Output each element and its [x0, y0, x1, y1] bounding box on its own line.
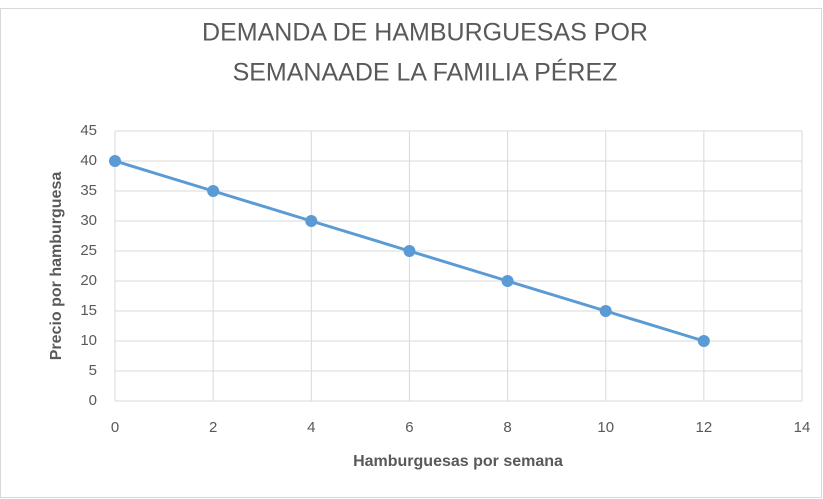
data-point — [501, 275, 514, 287]
data-point — [109, 155, 121, 167]
x-tick-label: 0 — [111, 419, 119, 436]
chart-title: SEMANAADE LA FAMILIA PÉREZ — [233, 58, 618, 87]
y-tick-label: 45 — [80, 122, 97, 139]
y-tick-label: 35 — [80, 182, 97, 199]
x-tick-label: 14 — [794, 419, 811, 436]
data-point — [599, 305, 612, 317]
x-tick-label: 8 — [503, 419, 511, 436]
data-point — [403, 245, 416, 257]
x-tick-label: 4 — [307, 419, 315, 436]
x-tick-label: 2 — [209, 419, 217, 436]
y-tick-label: 0 — [89, 392, 97, 409]
y-tick-label: 25 — [80, 242, 97, 259]
x-tick-label: 12 — [696, 419, 713, 436]
y-tick-label: 10 — [80, 332, 97, 349]
chart-title: DEMANDA DE HAMBURGUESAS POR — [202, 19, 648, 47]
data-point — [697, 335, 710, 347]
y-tick-label: 5 — [89, 362, 97, 379]
x-tick-label: 10 — [597, 419, 614, 436]
data-point — [305, 215, 318, 227]
y-axis-label: Precio por hamburguesa — [48, 172, 65, 361]
y-tick-label: 30 — [80, 212, 97, 229]
y-tick-label: 20 — [80, 272, 97, 289]
y-tick-label: 40 — [80, 152, 97, 169]
data-point — [207, 185, 220, 197]
x-axis-label: Hamburguesas por semana — [353, 453, 563, 470]
y-tick-label: 15 — [80, 302, 97, 319]
x-tick-label: 6 — [405, 419, 413, 436]
